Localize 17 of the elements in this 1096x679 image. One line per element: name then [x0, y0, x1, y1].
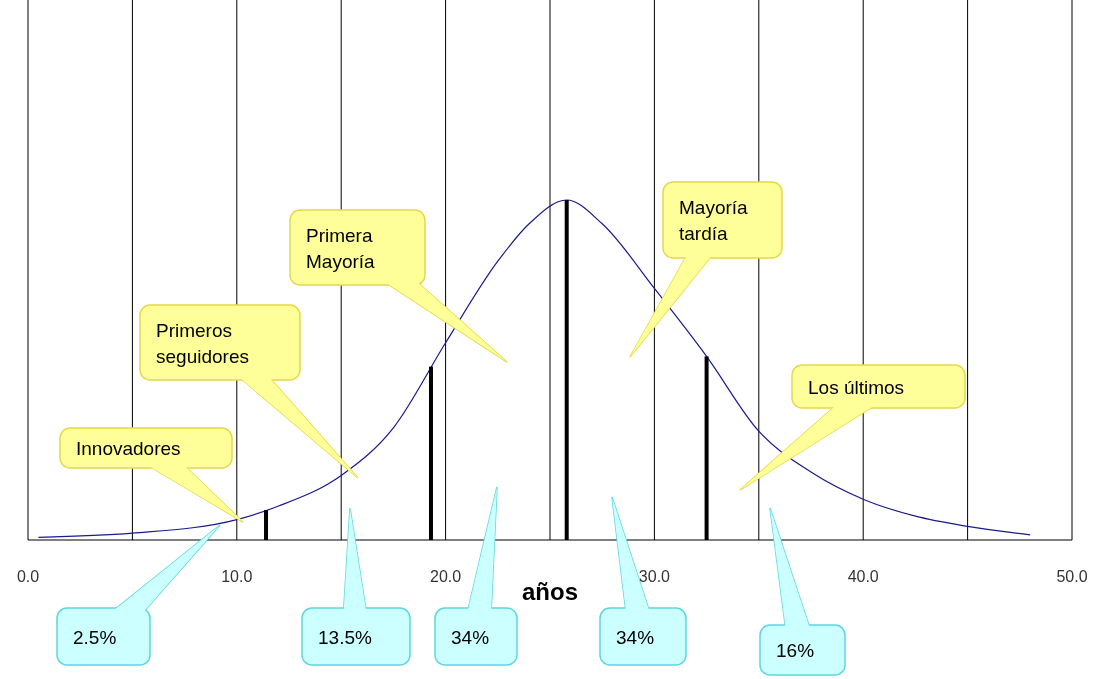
annotation: Primera Mayoría	[306, 224, 376, 272]
text: 2.5%	[73, 626, 117, 648]
annotation: Los últimos	[808, 376, 905, 398]
text: 16%	[776, 640, 815, 661]
annotation: Innovadores	[76, 438, 181, 459]
annotation: Primeros seguidores	[156, 319, 249, 367]
x-tick-label: 0.0	[16, 568, 40, 585]
text: 13.5%	[318, 626, 372, 648]
x-tick-label: 40.0	[847, 568, 879, 585]
x-axis-title: años	[521, 578, 579, 605]
x-tick-label: 50.0	[1056, 568, 1088, 585]
text: 34%	[616, 626, 655, 648]
x-tick-label: 10.0	[221, 568, 253, 585]
text: 34%	[451, 626, 490, 648]
annotation: Mayoría tardía	[679, 197, 749, 244]
x-tick-label: 30.0	[638, 568, 671, 585]
x-tick-label: 20.0	[430, 568, 462, 585]
